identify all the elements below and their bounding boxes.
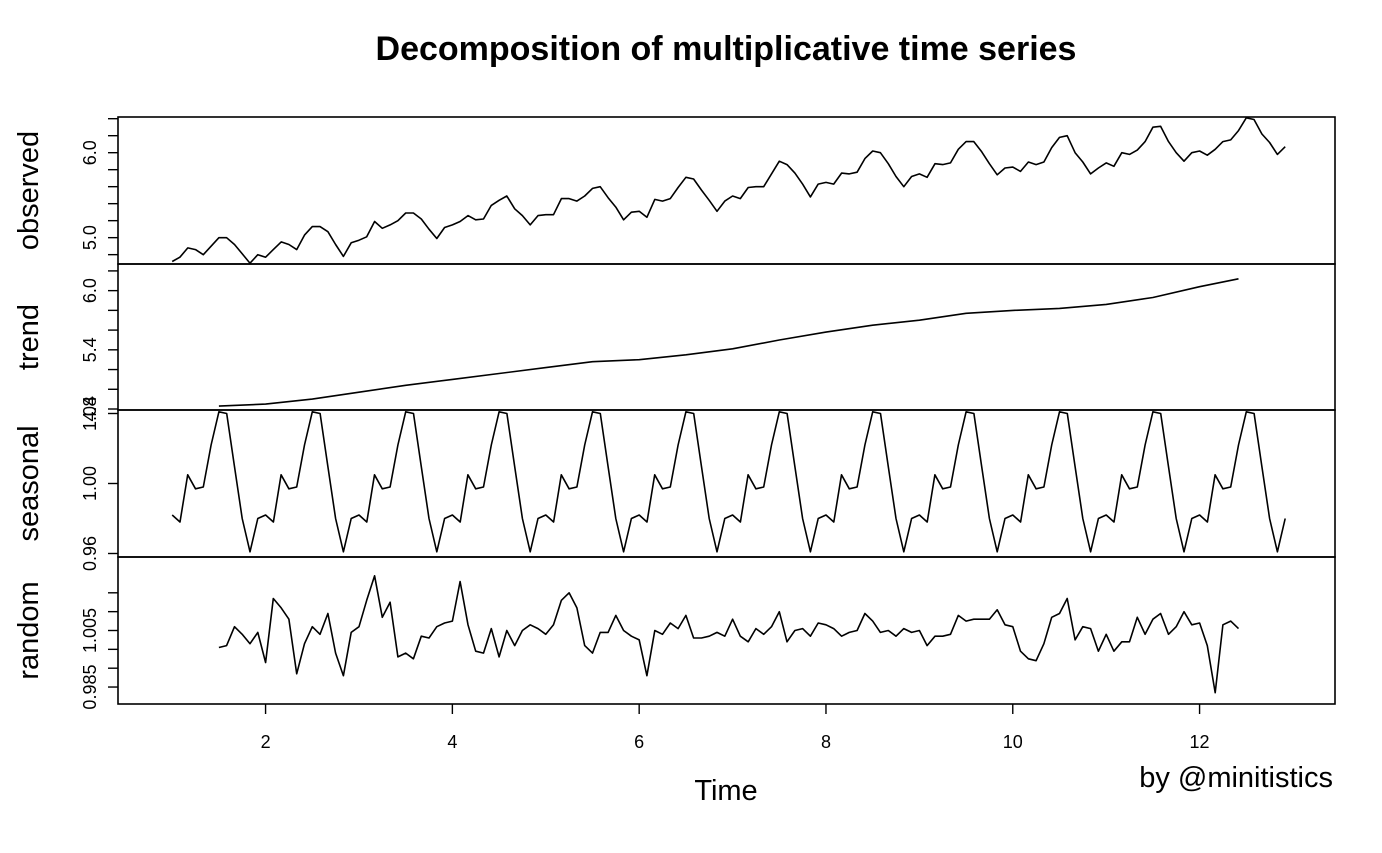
series-line-seasonal (171, 410, 1286, 553)
ytick-label-trend: 4.8 (80, 396, 100, 421)
xtick-label: 2 (261, 732, 271, 752)
panels-group: 5.0 6.0 observed 4.8 5.4 6.0 trend 0.96 1.00 1.04… (13, 116, 1336, 710)
ytick-label-trend: 6.0 (80, 278, 100, 303)
ytick-label-seasonal: 1.04 (80, 396, 100, 431)
xtick-label: 4 (447, 732, 457, 752)
xtick-label: 6 (634, 732, 644, 752)
ytick-label-random: 0.985 (80, 665, 100, 710)
ytick-label-seasonal: 0.96 (80, 536, 100, 571)
ytick-label-trend: 5.4 (80, 337, 100, 362)
x-axis-label: Time (694, 775, 757, 807)
y-axis-label-observed: observed (13, 131, 45, 250)
chart-title: Decomposition of multiplicative time ser… (376, 30, 1077, 68)
ytick-label-seasonal: 1.00 (80, 466, 100, 501)
ytick-label-observed: 5.0 (80, 225, 100, 250)
y-axis-label-seasonal: seasonal (13, 425, 45, 541)
x-axis: 2 4 6 8 10 12 (261, 704, 1210, 752)
panel-frame-random (117, 556, 1336, 705)
xtick-label: 8 (821, 732, 831, 752)
y-axis-label-random: random (13, 581, 45, 679)
panel-frame-trend (117, 263, 1336, 411)
panel-seasonal: 0.96 1.00 1.04 seasonal (13, 396, 1336, 571)
ytick-label-observed: 6.0 (80, 140, 100, 165)
credit-text: by @minitistics (1139, 762, 1333, 794)
panel-observed: 5.0 6.0 observed (13, 116, 1336, 265)
panel-random: 0.985 1.005 random (13, 556, 1336, 710)
y-axis-label-trend: trend (13, 304, 45, 370)
panel-trend: 4.8 5.4 6.0 trend (13, 263, 1336, 422)
series-line-random (218, 574, 1240, 694)
xtick-label: 10 (1003, 732, 1023, 752)
xtick-label: 12 (1190, 732, 1210, 752)
series-line-trend (218, 278, 1239, 407)
series-line-observed (171, 117, 1286, 265)
panel-frame-seasonal (117, 409, 1336, 558)
ytick-label-random: 1.005 (80, 608, 100, 653)
